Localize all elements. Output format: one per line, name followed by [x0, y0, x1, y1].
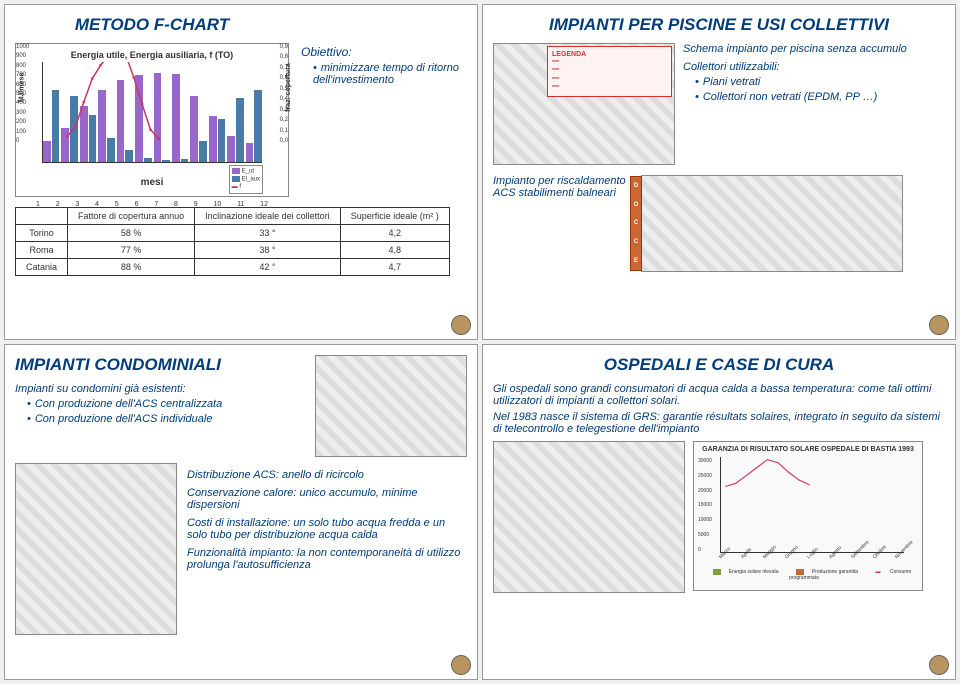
schema-condominio-image	[15, 463, 177, 635]
title: OSPEDALI E CASE DI CURA	[493, 355, 945, 375]
bastia-chart: GARANZIA DI RISULTATO SOLARE OSPEDALE DI…	[693, 441, 923, 591]
conservazione: Conservazione calore: unico accumulo, mi…	[187, 487, 467, 511]
yaxis-right: 0,00,10,20,30,40,50,60,70,80,9	[270, 44, 288, 144]
objective-h: Obiettivo:	[301, 45, 467, 59]
title: IMPIANTI CONDOMINIALI	[15, 355, 305, 375]
schema-legend: LEGENDA ━━━━━━━━	[547, 46, 672, 97]
bastia-legend: Energia solare rilevata Produzione garan…	[698, 569, 918, 581]
bastia-line	[720, 458, 815, 553]
logo-icon	[929, 315, 949, 335]
impianto-acs-caption: Impianto per riscaldamento ACS stabilime…	[493, 175, 633, 199]
slide-piscine: IMPIANTI PER PISCINE E USI COLLETTIVI LE…	[482, 4, 956, 340]
slide-ospedali: OSPEDALI E CASE DI CURA Gli ospedali son…	[482, 344, 956, 680]
funzionalita: Funzionalità impianto: la non contempora…	[187, 547, 467, 571]
bastia-yaxis: 050001000015000200002500030000	[698, 458, 712, 553]
coverage-table: Fattore di copertura annuoInclinazione i…	[15, 207, 450, 276]
logo-icon	[451, 655, 471, 675]
title: METODO F-CHART	[15, 15, 289, 35]
slide-fchart: METODO F-CHART Energia utile, Energia au…	[4, 4, 478, 340]
bastia-title: GARANZIA DI RISULTATO SOLARE OSPEDALE DI…	[698, 446, 918, 453]
bullet-centralizzata: Con produzione dell'ACS centralizzata	[15, 398, 305, 410]
schema-piscina-image: LEGENDA ━━━━━━━━	[493, 43, 675, 165]
bars-area	[42, 62, 262, 163]
docce-image: DOCCE	[641, 175, 903, 272]
objective-b: minimizzare tempo di ritorno dell'invest…	[301, 62, 467, 86]
bastia-bars	[720, 457, 904, 553]
bullet-epdm: Collettori non vetrati (EPDM, PP …)	[683, 91, 945, 103]
logo-icon	[929, 655, 949, 675]
p1: Gli ospedali sono grandi consumatori di …	[493, 383, 945, 407]
chart-legend: E_ut El_aux ▬ f	[229, 165, 263, 194]
slide-condominiali: IMPIANTI CONDOMINIALI Impianti su condom…	[4, 344, 478, 680]
collettori-h: Collettori utilizzabili:	[683, 61, 945, 73]
title: IMPIANTI PER PISCINE E USI COLLETTIVI	[493, 15, 945, 35]
intro: Impianti su condomini già esistenti:	[15, 383, 305, 395]
fchart: Energia utile, Energia ausiliaria, f (TO…	[15, 43, 289, 197]
dist-acs: Distribuzione ACS: anello di ricircolo	[187, 469, 467, 481]
ospedale-photo	[493, 441, 685, 593]
xaxis: 123456789101112	[36, 201, 268, 208]
chart-title: Energia utile, Energia ausiliaria, f (TO…	[22, 50, 282, 60]
logo-icon	[451, 315, 471, 335]
bastia-xaxis: MarzoAprileMaggioGiugnoLuglioAgostoSette…	[720, 555, 904, 561]
schema-caption: Schema impianto per piscina senza accumu…	[683, 43, 945, 55]
costi: Costi di installazione: un solo tubo acq…	[187, 517, 467, 541]
bullet-individuale: Con produzione dell'ACS individuale	[15, 413, 305, 425]
condominio-photo	[315, 355, 467, 457]
p2: Nel 1983 nasce il sistema di GRS: garant…	[493, 411, 945, 435]
bullet-vetrati: Piani vetrati	[683, 76, 945, 88]
yaxis-left: 01002003004005006007008009001000	[16, 44, 34, 144]
